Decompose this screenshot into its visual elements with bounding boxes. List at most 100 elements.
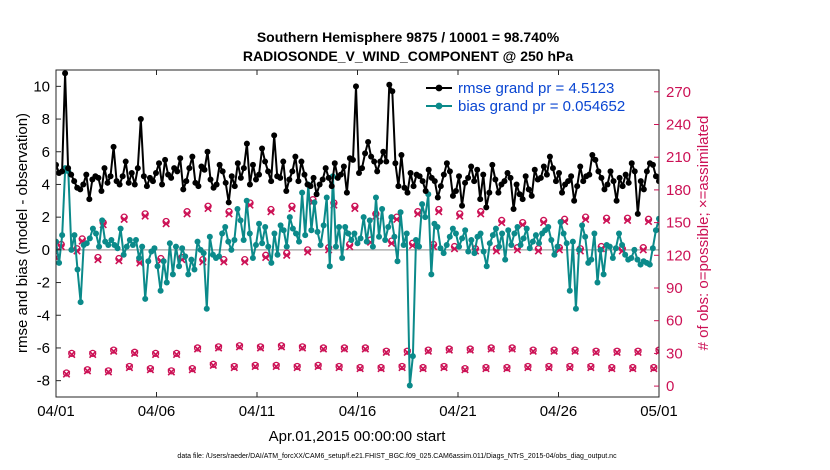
- bias-point: [594, 279, 601, 286]
- rmse-point: [510, 205, 517, 212]
- rmse-point: [443, 160, 450, 167]
- rmse-point: [119, 173, 126, 180]
- bias-point: [280, 227, 287, 234]
- bias-point: [649, 245, 656, 252]
- rmse-point: [86, 196, 93, 203]
- bias-point: [216, 253, 223, 260]
- obs-possible-point: [655, 346, 659, 354]
- rmse-point: [389, 88, 396, 95]
- bias-point: [557, 219, 564, 226]
- rmse-point: [380, 148, 387, 155]
- bias-point: [336, 223, 343, 230]
- rmse-point: [574, 183, 581, 190]
- obs-assimilated-point: [497, 218, 506, 227]
- bias-point: [286, 214, 293, 221]
- bias-point: [628, 255, 635, 262]
- obs-possible-point: [277, 342, 286, 350]
- bias-point: [345, 230, 352, 237]
- obs-assimilated-point: [534, 247, 543, 255]
- obs-assimilated-point: [303, 248, 312, 256]
- bias-point: [400, 241, 407, 248]
- obs-assimilated-point: [240, 258, 249, 266]
- rmse-point: [310, 174, 317, 181]
- rmse-point: [643, 168, 650, 175]
- rmse-point: [595, 168, 602, 175]
- obs-assimilated-point: [298, 344, 307, 352]
- rmse-point: [289, 168, 296, 175]
- x-tick-label: 04/11: [239, 403, 275, 420]
- bias-point: [114, 245, 121, 252]
- rmse-point: [592, 156, 599, 163]
- obs-assimilated-point: [623, 216, 632, 225]
- y-tick-label-right: 150: [666, 215, 691, 232]
- obs-possible-point: [214, 343, 223, 351]
- bias-point: [249, 255, 256, 262]
- rmse-point: [180, 186, 187, 193]
- rmse-point: [501, 178, 508, 185]
- obs-possible-point: [62, 369, 71, 377]
- bias-point: [656, 215, 659, 222]
- obs-possible-point: [146, 365, 155, 373]
- rmse-point: [459, 202, 466, 209]
- bias-point: [89, 225, 96, 232]
- bias-point: [191, 266, 198, 273]
- obs-assimilated-point: [94, 255, 102, 264]
- rmse-point: [449, 192, 456, 199]
- bias-point: [471, 250, 478, 257]
- bias-point: [446, 233, 453, 240]
- obs-possible-point: [361, 344, 370, 352]
- rmse-point: [283, 187, 290, 194]
- bias-point: [262, 223, 269, 230]
- rmse-point: [628, 160, 635, 167]
- bias-point: [483, 263, 490, 270]
- obs-assimilated-point: [162, 219, 170, 228]
- obs-assimilated-point: [172, 350, 181, 359]
- obs-assimilated-point: [104, 368, 113, 376]
- rmse-point: [128, 170, 135, 177]
- rmse-point: [349, 156, 356, 163]
- rmse-point: [395, 183, 402, 190]
- bias-point: [265, 243, 272, 250]
- obs-assimilated-point: [408, 241, 417, 250]
- rmse-point: [134, 165, 141, 172]
- legend-rmse-marker: [435, 84, 443, 92]
- rmse-point: [131, 181, 138, 188]
- bias-point: [477, 230, 484, 237]
- obs-assimilated-point: [141, 212, 149, 220]
- obs-assimilated-point: [251, 362, 260, 371]
- rmse-point: [252, 176, 259, 183]
- bias-point: [271, 230, 278, 237]
- obs-assimilated-point: [445, 346, 454, 354]
- bias-point: [203, 305, 210, 312]
- obs-possible-point: [272, 361, 280, 370]
- bias-point: [92, 230, 99, 237]
- bias-point: [600, 271, 607, 278]
- x-tick-label: 04/21: [439, 403, 477, 420]
- bias-point: [422, 214, 429, 221]
- obs-possible-point: [193, 344, 202, 352]
- bias-point: [283, 243, 290, 250]
- bias-point: [259, 240, 266, 247]
- obs-assimilated-point: [235, 343, 244, 351]
- bias-point: [289, 225, 296, 232]
- bias-point: [572, 305, 579, 312]
- obs-assimilated-point: [225, 210, 233, 218]
- rmse-point: [516, 191, 523, 198]
- obs-assimilated-point: [88, 350, 97, 359]
- bias-point: [105, 241, 112, 248]
- y-tick-label-right: 180: [666, 182, 691, 199]
- obs-possible-point: [403, 347, 411, 355]
- rmse-point: [174, 168, 181, 175]
- rmse-point: [613, 197, 620, 204]
- bias-point: [480, 248, 487, 255]
- rmse-point: [337, 171, 344, 178]
- rmse-point: [262, 158, 269, 165]
- rmse-point: [162, 156, 169, 163]
- rmse-point: [159, 181, 166, 188]
- bias-point: [372, 194, 379, 201]
- obs-possible-point: [466, 345, 474, 353]
- bias-point: [317, 241, 324, 248]
- rmse-point: [440, 171, 447, 178]
- bias-point: [496, 243, 503, 250]
- chart-title-line2: RADIOSONDE_V_WIND_COMPONENT @ 250 hPa: [243, 48, 573, 64]
